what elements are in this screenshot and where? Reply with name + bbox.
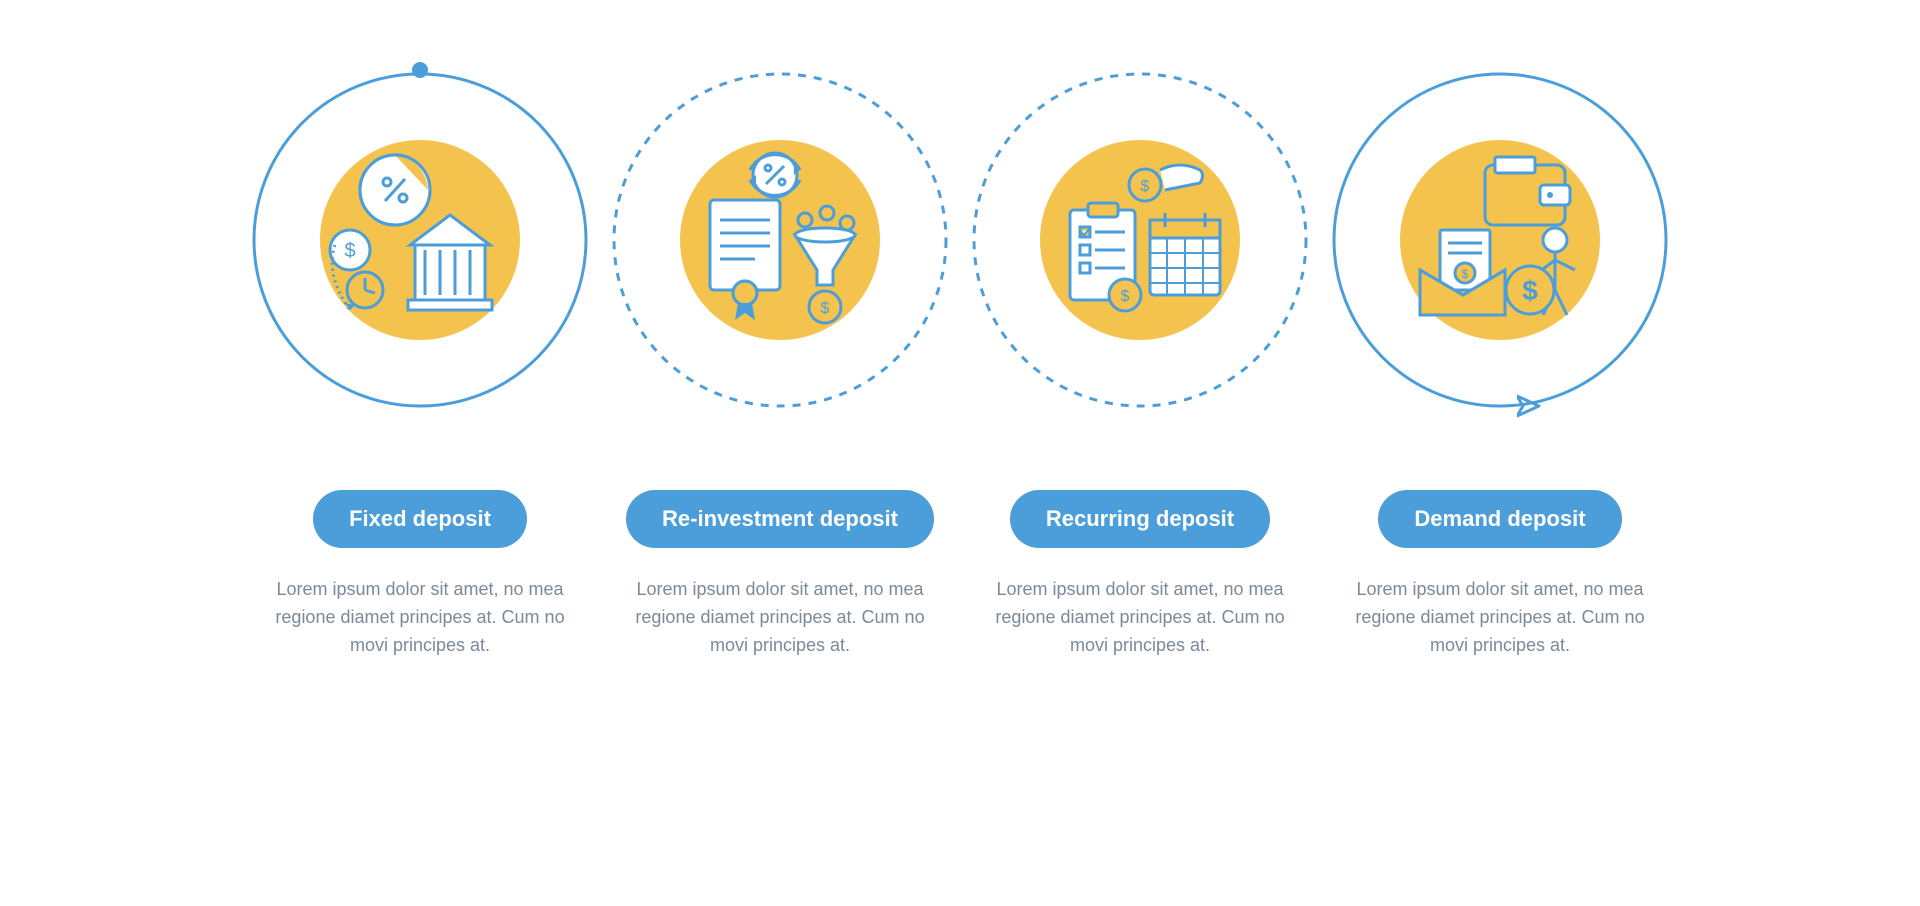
desc-reinvest: Lorem ipsum dolor sit amet, no mea regio… [620,576,940,660]
item-recurring: Recurring deposit Lorem ipsum dolor sit … [970,490,1310,660]
circle-demand: $ $ [1330,70,1670,410]
svg-text:$: $ [1141,178,1150,195]
item-reinvest: Re-investment deposit Lorem ipsum dolor … [610,490,950,660]
svg-text:$: $ [1121,288,1130,305]
pill-fixed: Fixed deposit [313,490,527,548]
svg-text:$: $ [1462,267,1469,281]
labels-row: Fixed deposit Lorem ipsum dolor sit amet… [250,490,1670,660]
infographic-container: $ [250,70,1670,660]
circle-recurring: $ $ [970,70,1310,410]
document-funnel-percent-icon: $ [655,115,905,365]
circle-reinvest: $ [610,70,950,410]
desc-fixed: Lorem ipsum dolor sit amet, no mea regio… [260,576,580,660]
item-demand: Demand deposit Lorem ipsum dolor sit ame… [1330,490,1670,660]
pill-recurring: Recurring deposit [1010,490,1270,548]
pill-demand: Demand deposit [1378,490,1621,548]
svg-text:$: $ [344,240,355,262]
svg-text:$: $ [1522,275,1538,306]
wallet-envelope-person-icon: $ $ [1375,115,1625,365]
svg-text:$: $ [821,300,830,317]
desc-demand: Lorem ipsum dolor sit amet, no mea regio… [1340,576,1660,660]
bank-percent-clock-icon: $ [295,115,545,365]
pill-reinvest: Re-investment deposit [626,490,934,548]
circle-fixed: $ [250,70,590,410]
flow-end-arrow [1517,394,1547,418]
circles-row: $ [250,70,1670,450]
item-fixed: Fixed deposit Lorem ipsum dolor sit amet… [250,490,590,660]
flow-start-dot [412,62,428,78]
clipboard-calendar-coin-icon: $ $ [1015,115,1265,365]
desc-recurring: Lorem ipsum dolor sit amet, no mea regio… [980,576,1300,660]
